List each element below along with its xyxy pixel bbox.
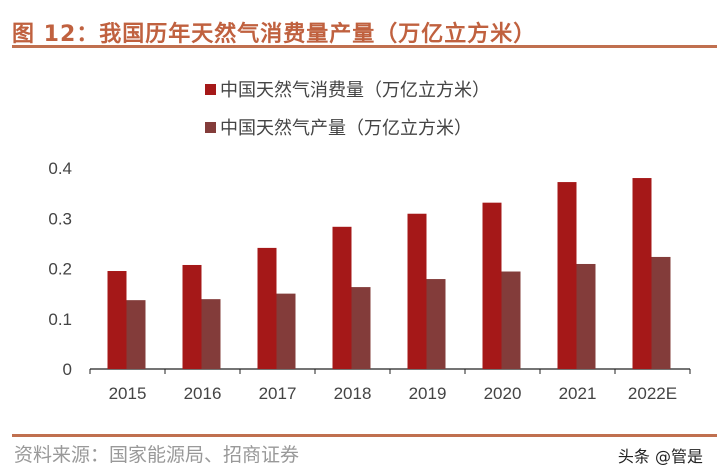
bar-consumption bbox=[257, 247, 277, 369]
bar-consumption bbox=[332, 226, 352, 369]
legend-label-production: 中国天然气产量（万亿立方米） bbox=[220, 118, 472, 139]
bar-production bbox=[201, 299, 221, 369]
bar-consumption bbox=[182, 264, 202, 369]
x-tick-label: 2015 bbox=[109, 384, 147, 403]
x-tick-label: 2022E bbox=[628, 384, 677, 403]
watermark: 头条 @管是 bbox=[617, 447, 703, 466]
y-tick-label: 0.3 bbox=[48, 209, 72, 228]
x-tick-label: 2016 bbox=[184, 384, 222, 403]
source-note: 资料来源：国家能源局、招商证券 bbox=[14, 444, 300, 466]
bar-consumption bbox=[107, 271, 127, 369]
bar-production bbox=[276, 293, 296, 369]
legend-label-consumption: 中国天然气消费量（万亿立方米） bbox=[220, 80, 490, 101]
x-tick-label: 2018 bbox=[334, 384, 372, 403]
bar-consumption bbox=[482, 202, 502, 369]
legend-item-production: 中国天然气产量（万亿立方米） bbox=[205, 114, 472, 140]
x-tick-label: 2019 bbox=[409, 384, 447, 403]
y-tick-label: 0 bbox=[63, 360, 72, 379]
legend-swatch-consumption bbox=[205, 83, 216, 95]
footer-divider bbox=[12, 434, 717, 437]
x-tick-label: 2021 bbox=[559, 384, 597, 403]
y-tick-label: 0.4 bbox=[48, 159, 72, 178]
x-tick-label: 2020 bbox=[484, 384, 522, 403]
bar-consumption bbox=[407, 213, 427, 369]
y-tick-label: 0.1 bbox=[48, 310, 72, 329]
bar-production bbox=[576, 263, 596, 369]
legend-swatch-production bbox=[205, 121, 216, 133]
bar-production bbox=[426, 279, 446, 369]
legend-item-consumption: 中国天然气消费量（万亿立方米） bbox=[205, 76, 490, 102]
title-divider bbox=[12, 45, 717, 48]
bar-production bbox=[501, 271, 521, 369]
y-tick-label: 0.2 bbox=[48, 260, 72, 279]
x-tick-label: 2017 bbox=[259, 384, 297, 403]
figure-title: 图 12：我国历年天然气消费量产量（万亿立方米） bbox=[12, 22, 537, 47]
bar-consumption bbox=[557, 182, 577, 369]
bar-production bbox=[351, 287, 371, 369]
bar-production bbox=[126, 300, 146, 369]
bar-consumption bbox=[632, 178, 652, 369]
bar-production bbox=[651, 256, 671, 369]
